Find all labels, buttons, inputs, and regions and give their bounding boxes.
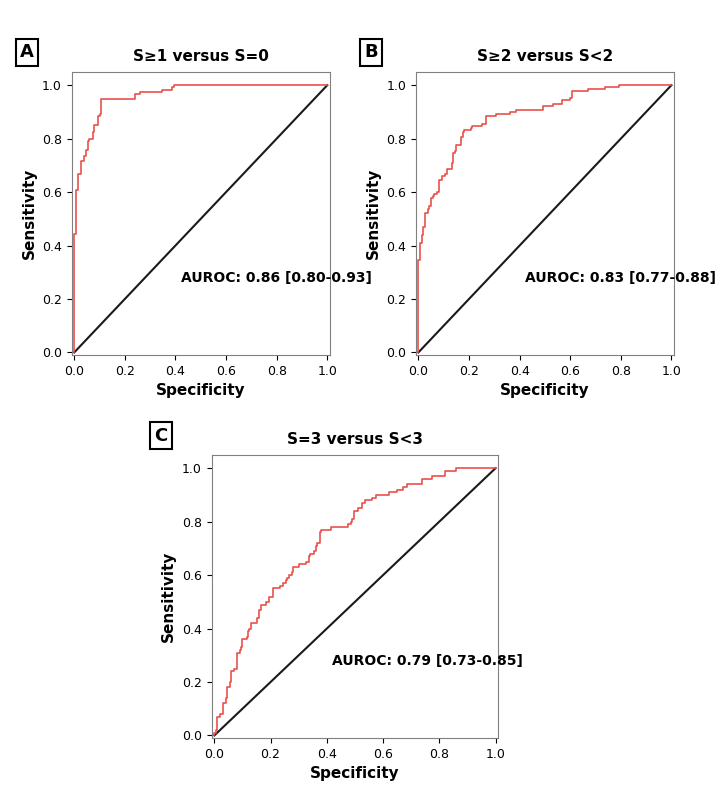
Text: B: B bbox=[364, 43, 378, 61]
Text: A: A bbox=[20, 43, 34, 61]
Title: S=3 versus S<3: S=3 versus S<3 bbox=[287, 432, 423, 447]
Y-axis label: Sensitivity: Sensitivity bbox=[22, 168, 37, 259]
Title: S≥1 versus S=0: S≥1 versus S=0 bbox=[133, 49, 269, 64]
Text: AUROC: 0.86 [0.80-0.93]: AUROC: 0.86 [0.80-0.93] bbox=[181, 271, 371, 285]
Title: S≥2 versus S<2: S≥2 versus S<2 bbox=[477, 49, 613, 64]
X-axis label: Specificity: Specificity bbox=[500, 383, 589, 398]
Y-axis label: Sensitivity: Sensitivity bbox=[366, 168, 381, 259]
X-axis label: Specificity: Specificity bbox=[156, 383, 245, 398]
X-axis label: Specificity: Specificity bbox=[310, 766, 400, 781]
Text: AUROC: 0.83 [0.77-0.88]: AUROC: 0.83 [0.77-0.88] bbox=[525, 271, 716, 285]
Text: AUROC: 0.79 [0.73-0.85]: AUROC: 0.79 [0.73-0.85] bbox=[333, 654, 523, 668]
Text: C: C bbox=[154, 427, 167, 444]
Y-axis label: Sensitivity: Sensitivity bbox=[161, 551, 176, 642]
